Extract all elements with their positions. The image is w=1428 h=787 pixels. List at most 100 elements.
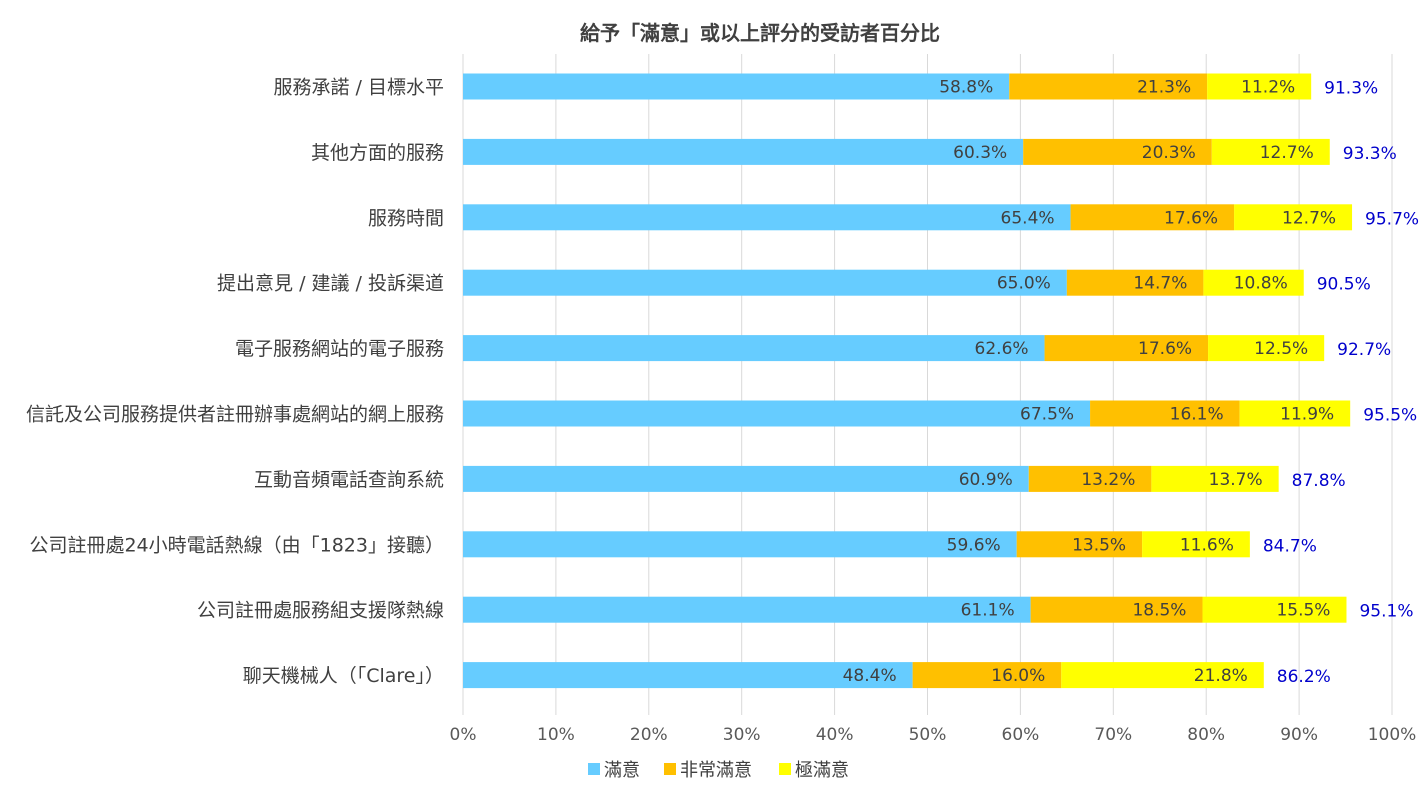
data-label: 12.7% [1282,208,1336,228]
category-label: 互動音頻電話查詢系統 [254,469,444,491]
bar-segment [1234,204,1353,231]
data-label: 13.5% [1072,535,1126,555]
bar-segment [1203,269,1304,296]
data-label: 12.7% [1260,143,1314,163]
chart-title: 給予「滿意」或以上評分的受訪者百分比 [580,21,940,45]
bar-segment [1211,138,1330,165]
data-label: 65.0% [997,274,1051,294]
x-tick-label: 20% [630,725,668,745]
total-label: 91.3% [1324,79,1378,99]
bar-segment [463,73,1010,100]
bar-segment [1070,204,1235,231]
category-label: 服務承諾 / 目標水平 [274,77,444,99]
legend-swatch [779,763,791,775]
total-label: 92.7% [1337,340,1391,360]
category-label: 公司註冊處24小時電話熱線（由「1823」接聽） [29,534,444,556]
data-label: 10.8% [1234,274,1288,294]
bar-segment [463,400,1091,427]
x-tick-label: 70% [1094,725,1132,745]
bar-segment [463,531,1017,558]
data-label: 13.7% [1209,470,1263,490]
data-label: 62.6% [975,339,1029,359]
data-labels: 58.8% 21.3% 11.2% 60.3% 20.3% 12.7% 65.4% 17.6%… [843,78,1336,687]
data-label: 17.6% [1138,339,1192,359]
legend-label: 非常滿意 [680,760,752,781]
bar-segment [1142,531,1250,558]
total-label: 90.5% [1317,275,1371,295]
data-label: 67.5% [1020,405,1074,425]
x-tick-label: 90% [1280,725,1318,745]
bar-segment [463,596,1031,623]
data-label: 11.2% [1241,78,1295,98]
data-label: 12.5% [1254,339,1308,359]
x-tick-label: 30% [723,725,761,745]
bar-segment [1044,335,1209,362]
category-label: 公司註冊處服務組支援隊熱線 [197,600,444,622]
total-label: 93.3% [1343,144,1397,164]
bar-segment [1151,465,1279,492]
x-tick-label: 60% [1002,725,1040,745]
legend-label: 極滿意 [795,760,849,781]
data-label: 16.0% [991,666,1045,686]
bar-segment [1239,400,1351,427]
total-label: 95.1% [1359,602,1413,622]
x-tick-label: 10% [537,725,575,745]
data-label: 21.8% [1194,666,1248,686]
total-label: 95.7% [1365,209,1419,229]
x-tick-label: 80% [1187,725,1225,745]
bar-segment [1016,531,1143,558]
bar-segment [1028,465,1152,492]
data-label: 58.8% [939,78,993,98]
bar-segment [463,204,1071,231]
category-label: 提出意見 / 建議 / 投訴渠道 [217,273,444,295]
bar-segment [1061,662,1264,689]
bar-segment [912,662,1062,689]
bar-segment [1208,335,1325,362]
bar-segment [1023,138,1212,165]
bar-segment [463,662,913,689]
x-tick-label: 40% [816,725,854,745]
data-label: 14.7% [1133,274,1187,294]
data-label: 61.1% [961,601,1015,621]
data-label: 60.3% [953,143,1007,163]
data-label: 18.5% [1132,601,1186,621]
data-label: 17.6% [1164,208,1218,228]
bar-segment [1030,596,1203,623]
category-label: 信託及公司服務提供者註冊辦事處網站的網上服務 [26,404,444,426]
data-label: 21.3% [1137,78,1191,98]
bar-segment [1207,73,1312,100]
data-label: 60.9% [959,470,1013,490]
x-tick-label: 50% [909,725,947,745]
category-label: 聊天機械人（「Clare」） [243,665,444,687]
bar-segment [463,335,1045,362]
data-label: 16.1% [1170,405,1224,425]
data-label: 65.4% [1001,208,1055,228]
x-tick-label: 100% [1368,725,1417,745]
bar-segment [463,465,1029,492]
bar-segment [463,269,1067,296]
category-label: 服務時間 [368,207,444,229]
total-label: 87.8% [1292,471,1346,491]
total-label: 84.7% [1263,536,1317,556]
legend: 滿意 非常滿意 極滿意 [588,760,849,781]
bar-segment [1066,269,1204,296]
bar-segment [463,138,1024,165]
x-axis-ticks: 0% 10% 20% 30% 40% 50% 60% 70% 80% 90% 100% [450,725,1417,745]
total-labels: 91.3% 93.3% 95.7% 90.5% 92.7% 95.5% 87.8% 84.7%… [1263,79,1419,688]
x-tick-label: 0% [450,725,477,745]
bar-segment [1009,73,1208,100]
total-label: 86.2% [1277,667,1331,687]
category-label: 其他方面的服務 [311,142,444,164]
data-label: 13.2% [1081,470,1135,490]
legend-label: 滿意 [604,760,640,781]
bars [463,73,1353,689]
data-label: 20.3% [1142,143,1196,163]
data-label: 48.4% [843,666,897,686]
bar-segment [1202,596,1347,623]
bar-segment [1090,400,1240,427]
data-label: 11.6% [1180,535,1234,555]
total-label: 95.5% [1363,406,1417,426]
